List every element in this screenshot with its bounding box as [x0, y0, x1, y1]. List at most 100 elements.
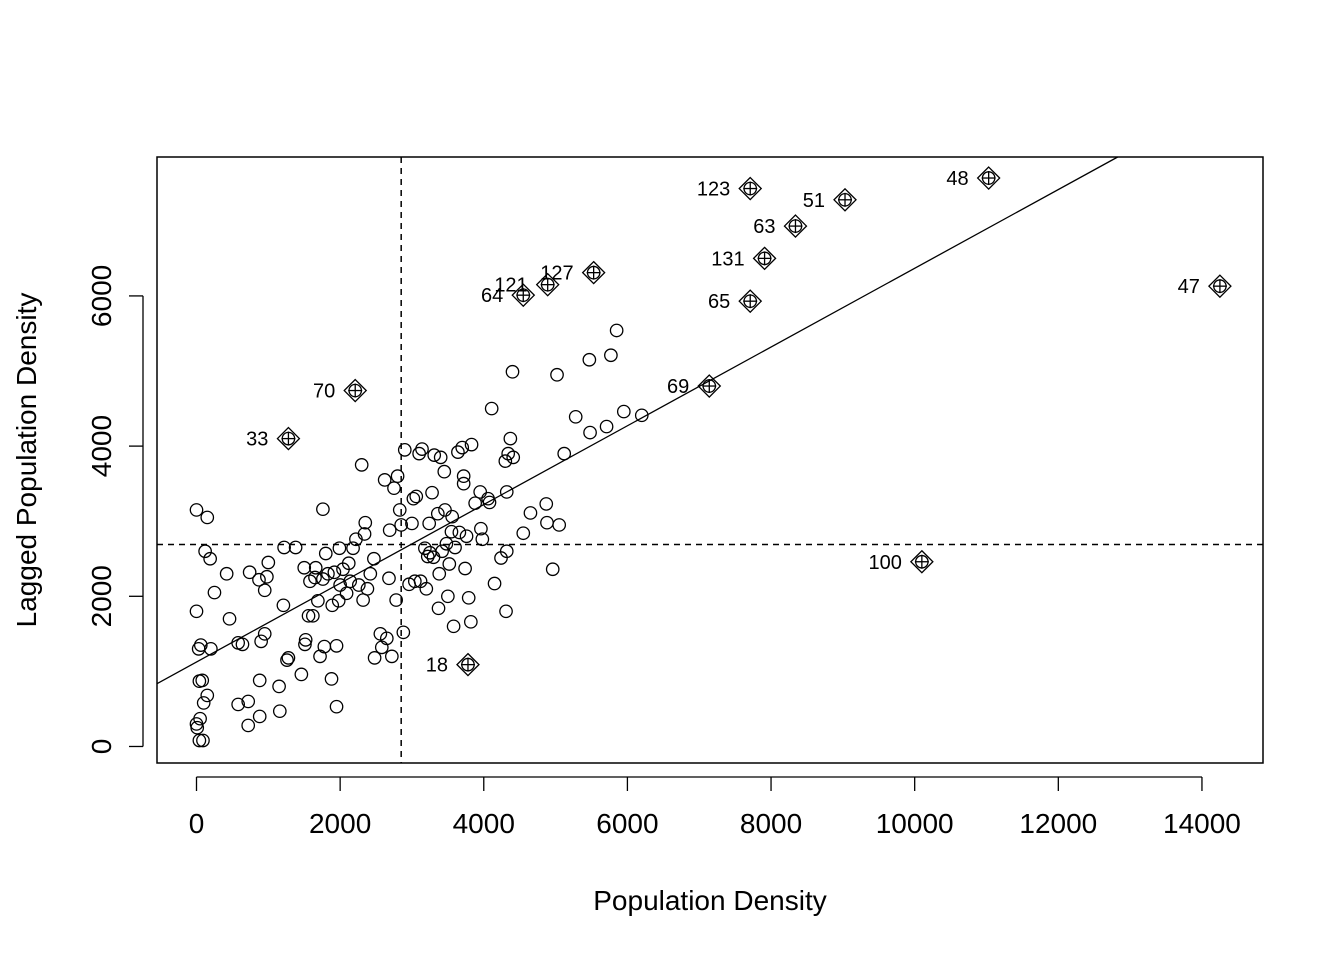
data-point — [331, 593, 346, 608]
x-axis-title: Population Density — [593, 885, 826, 916]
data-point — [297, 560, 312, 575]
data-point — [316, 502, 330, 517]
data-points — [189, 323, 649, 748]
data-point — [568, 409, 583, 424]
influential-label: 131 — [711, 248, 744, 270]
data-point — [382, 571, 396, 586]
influential-point: 70 — [313, 378, 368, 403]
data-point — [196, 696, 211, 710]
data-point — [487, 576, 502, 591]
data-point — [298, 632, 313, 647]
data-point — [448, 540, 462, 555]
data-point — [394, 518, 409, 532]
data-point — [506, 450, 521, 465]
x-tick-label: 4000 — [453, 808, 515, 839]
data-point — [195, 673, 210, 688]
influential-point: 64 — [481, 283, 536, 307]
data-point — [192, 733, 207, 748]
data-point — [203, 551, 217, 566]
data-point — [318, 546, 333, 561]
data-point — [276, 598, 291, 613]
data-point — [261, 555, 276, 570]
data-point — [435, 544, 449, 559]
influential-point: 65 — [708, 289, 763, 314]
data-point — [499, 604, 513, 619]
data-point — [272, 704, 287, 719]
data-point — [552, 518, 567, 532]
data-point — [193, 711, 207, 726]
data-point — [222, 611, 237, 626]
influential-label: 69 — [667, 376, 689, 398]
data-point — [329, 699, 344, 714]
influential-point: 63 — [753, 214, 808, 239]
data-point — [360, 581, 375, 596]
y-axis-title: Lagged Population Density — [11, 293, 42, 628]
data-point — [257, 583, 272, 598]
data-point — [252, 673, 267, 688]
influential-diamond — [738, 289, 763, 314]
data-point — [419, 581, 434, 596]
y-tick-label: 4000 — [86, 415, 117, 477]
data-point — [301, 608, 316, 623]
data-point — [207, 585, 222, 600]
influential-diamond — [783, 214, 808, 239]
data-point — [452, 525, 467, 540]
data-point — [604, 348, 618, 363]
influential-point: 131 — [711, 246, 777, 270]
x-tick-label: 0 — [189, 808, 205, 839]
data-point — [539, 497, 554, 511]
data-point — [459, 529, 474, 544]
data-point — [464, 437, 479, 452]
data-point — [198, 544, 212, 559]
data-point — [418, 541, 432, 556]
x-tick-label: 6000 — [596, 808, 658, 839]
data-point — [363, 566, 378, 581]
data-point — [257, 626, 272, 641]
data-point — [390, 469, 405, 483]
data-point — [204, 642, 218, 656]
data-point — [329, 639, 344, 653]
data-point — [437, 464, 452, 479]
data-point — [609, 323, 624, 338]
x-tick-label: 2000 — [309, 808, 371, 839]
data-point — [474, 521, 488, 536]
data-point — [235, 637, 250, 652]
data-point — [545, 562, 560, 577]
data-point — [332, 541, 347, 556]
data-point — [396, 625, 411, 640]
influential-point: 123 — [697, 176, 763, 201]
data-point — [455, 440, 470, 455]
influential-point: 51 — [803, 187, 857, 212]
data-point — [327, 565, 342, 580]
data-point — [420, 549, 435, 564]
data-point — [341, 556, 356, 571]
data-point — [316, 572, 330, 586]
data-point — [358, 515, 373, 530]
data-point — [351, 578, 366, 592]
data-point — [252, 572, 266, 587]
y-tick-label: 2000 — [86, 565, 117, 627]
data-point — [277, 540, 291, 555]
data-point — [392, 503, 407, 517]
data-point — [461, 590, 476, 605]
data-point — [473, 485, 488, 499]
data-point — [241, 718, 256, 733]
influential-diamond — [456, 652, 480, 677]
data-point — [407, 574, 422, 589]
influential-diamond — [535, 272, 560, 297]
influential-point: 48 — [946, 166, 1001, 190]
data-point — [442, 557, 457, 571]
data-point — [196, 733, 210, 748]
x-tick-label: 12000 — [1019, 808, 1097, 839]
influential-diamond — [738, 176, 763, 201]
data-point — [409, 489, 424, 504]
data-point — [254, 634, 268, 649]
data-point — [281, 651, 296, 665]
data-point — [190, 720, 205, 735]
data-point — [499, 485, 514, 499]
influential-label: 63 — [753, 216, 775, 238]
influential-label: 33 — [246, 429, 268, 451]
mean-reference-lines — [157, 157, 1263, 763]
data-point — [354, 458, 369, 472]
x-tick-label: 8000 — [740, 808, 802, 839]
